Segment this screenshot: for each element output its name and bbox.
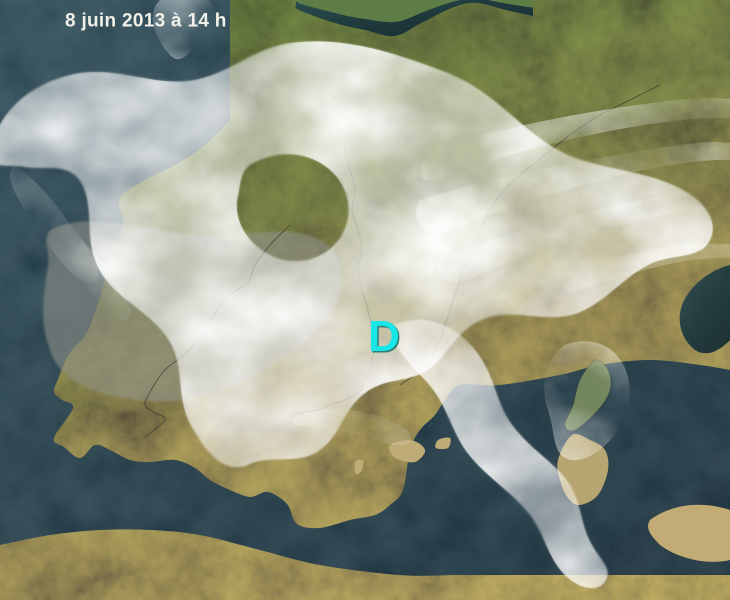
svg-text:D: D [368, 312, 400, 361]
svg-text:8 juin 2013 à 14 h: 8 juin 2013 à 14 h [65, 11, 227, 32]
